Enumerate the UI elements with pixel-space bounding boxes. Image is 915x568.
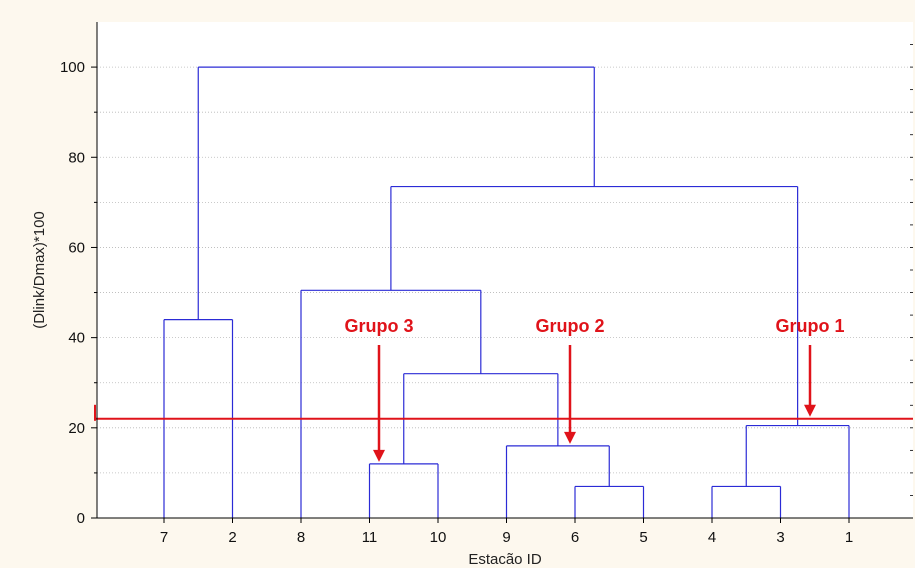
annotation-label: Grupo 1 xyxy=(775,316,844,336)
x-tick-label: 6 xyxy=(571,529,579,546)
annotation-arrow-head xyxy=(804,404,816,417)
x-tick-label: 7 xyxy=(160,529,168,546)
x-tick-label: 9 xyxy=(502,529,510,546)
plot-area xyxy=(97,22,913,518)
x-axis-title: Estacão ID xyxy=(468,551,542,568)
annotation-arrow-head xyxy=(373,449,385,462)
annotation-label: Grupo 3 xyxy=(344,316,413,336)
cut-line-group xyxy=(94,404,913,421)
annotation-label: Grupo 2 xyxy=(535,316,604,336)
y-tick-label: 60 xyxy=(68,239,85,256)
x-tick-label: 2 xyxy=(228,529,236,546)
x-tick-label: 11 xyxy=(362,529,378,546)
y-tick-label: 0 xyxy=(77,510,85,527)
x-tick-label: 3 xyxy=(776,529,784,546)
x-tick-label: 8 xyxy=(297,529,305,546)
x-tick-label: 4 xyxy=(708,529,716,546)
y-tick-label: 20 xyxy=(68,420,85,437)
y-tick-label: 80 xyxy=(68,149,85,166)
x-tick-label: 5 xyxy=(639,529,647,546)
y-axis-title: (Dlink/Dmax)*100 xyxy=(31,211,48,329)
axes: 0 20 40 60 80 100 7 2 8 11 10 9 6 5 4 3 1 xyxy=(60,22,913,546)
y-tick-label: 40 xyxy=(68,330,85,347)
annotations: Grupo 3 Grupo 2 Grupo 1 xyxy=(344,316,845,462)
x-tick-label: 10 xyxy=(430,529,447,546)
annotation-arrow-head xyxy=(564,431,576,444)
y-tick-label: 100 xyxy=(60,59,85,76)
x-tick-label: 1 xyxy=(845,529,853,546)
